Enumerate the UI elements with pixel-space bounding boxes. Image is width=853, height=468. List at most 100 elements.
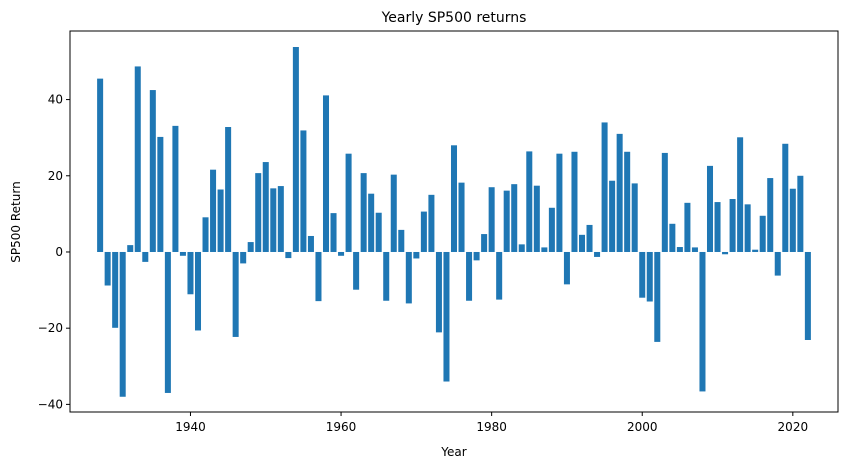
plot-frame — [69, 30, 839, 413]
bar-2011 — [722, 251, 729, 255]
bar-1951 — [270, 188, 277, 252]
bar-1963 — [360, 173, 367, 252]
bar-1978 — [473, 251, 480, 261]
bar-1957 — [315, 251, 322, 302]
bar-1986 — [533, 185, 540, 252]
bar-2016 — [759, 215, 766, 252]
bar-2000 — [639, 251, 646, 298]
bar-1930 — [112, 251, 119, 328]
bar-1937 — [164, 251, 171, 393]
x-tick-label: 2020 — [778, 420, 809, 434]
bar-1940 — [187, 251, 194, 295]
bar-2006 — [684, 202, 691, 252]
y-tick-label: 40 — [48, 93, 63, 107]
bar-1935 — [149, 90, 156, 252]
bar-1975 — [450, 145, 458, 252]
bar-series — [97, 47, 811, 397]
y-tick-label: 20 — [48, 169, 63, 183]
bar-1961 — [345, 153, 352, 252]
bar-1956 — [307, 235, 314, 252]
bar-2005 — [676, 247, 683, 252]
bar-1982 — [503, 190, 510, 252]
bar-1990 — [563, 251, 570, 285]
bar-1980 — [488, 187, 495, 252]
bar-1993 — [586, 224, 593, 252]
x-axis-label: Year — [440, 445, 466, 459]
bar-1946 — [232, 251, 239, 337]
y-tick-label: −20 — [38, 321, 63, 335]
bar-2007 — [691, 247, 698, 252]
bar-1973 — [435, 251, 442, 333]
bar-1991 — [571, 151, 578, 252]
x-tick-label: 2000 — [627, 420, 658, 434]
bar-1988 — [548, 207, 555, 252]
bar-1936 — [157, 136, 164, 252]
bar-2009 — [706, 165, 714, 252]
bar-1929 — [104, 251, 111, 286]
bar-1945 — [225, 127, 232, 252]
bar-1998 — [624, 151, 631, 252]
bar-2008 — [699, 251, 706, 392]
bar-1948 — [247, 242, 254, 252]
bar-1943 — [210, 169, 217, 252]
bar-1977 — [466, 251, 473, 301]
bar-2010 — [714, 202, 721, 252]
bar-1967 — [390, 174, 397, 252]
y-axis-label: SP500 Return — [9, 181, 23, 262]
bar-1976 — [458, 182, 465, 252]
bar-1933 — [134, 66, 141, 252]
x-axis: 1940 1960 1980 2000 2020 — [175, 412, 808, 434]
bar-1954 — [292, 47, 299, 252]
bar-1938 — [172, 125, 179, 252]
bar-2013 — [737, 137, 744, 252]
bar-2003 — [661, 152, 668, 252]
x-tick-label: 1960 — [326, 420, 357, 434]
bar-1985 — [526, 151, 533, 252]
x-tick-label: 1940 — [175, 420, 206, 434]
bar-1942 — [202, 217, 209, 252]
bar-1944 — [217, 189, 224, 252]
bar-1928 — [97, 78, 104, 252]
bar-1971 — [420, 211, 427, 252]
bar-1989 — [556, 153, 563, 252]
x-tick-label: 1980 — [476, 420, 507, 434]
bar-1966 — [383, 251, 390, 301]
y-tick-label: 0 — [55, 245, 63, 259]
bar-1962 — [353, 251, 360, 290]
bar-1974 — [443, 251, 450, 382]
bar-1949 — [255, 173, 262, 252]
bar-2022 — [804, 251, 811, 340]
bar-1959 — [330, 213, 337, 252]
bar-1953 — [285, 251, 292, 259]
bar-1939 — [179, 251, 186, 256]
bar-2012 — [729, 199, 736, 252]
bar-2019 — [782, 143, 789, 252]
bar-1968 — [398, 229, 405, 252]
bar-1932 — [127, 245, 134, 252]
bar-1984 — [518, 244, 525, 252]
bar-2018 — [774, 251, 781, 276]
bar-2021 — [797, 175, 804, 252]
bar-1981 — [496, 251, 503, 300]
bar-2001 — [646, 251, 653, 302]
bar-1950 — [262, 162, 269, 252]
bar-1941 — [194, 251, 202, 331]
bar-1999 — [631, 183, 638, 252]
bar-1997 — [616, 133, 623, 252]
bar-2002 — [654, 251, 661, 342]
bar-1964 — [368, 193, 375, 252]
bar-1969 — [405, 251, 412, 304]
y-tick-label: −40 — [38, 397, 63, 411]
bar-1970 — [413, 251, 420, 259]
bar-1965 — [375, 212, 382, 252]
bar-1994 — [594, 251, 601, 257]
bar-1979 — [481, 234, 488, 252]
bar-1987 — [541, 247, 548, 252]
bar-1996 — [609, 180, 616, 252]
bar-1958 — [322, 95, 330, 252]
bar-1955 — [300, 130, 307, 252]
bar-1992 — [578, 234, 586, 252]
bar-1931 — [119, 251, 126, 397]
